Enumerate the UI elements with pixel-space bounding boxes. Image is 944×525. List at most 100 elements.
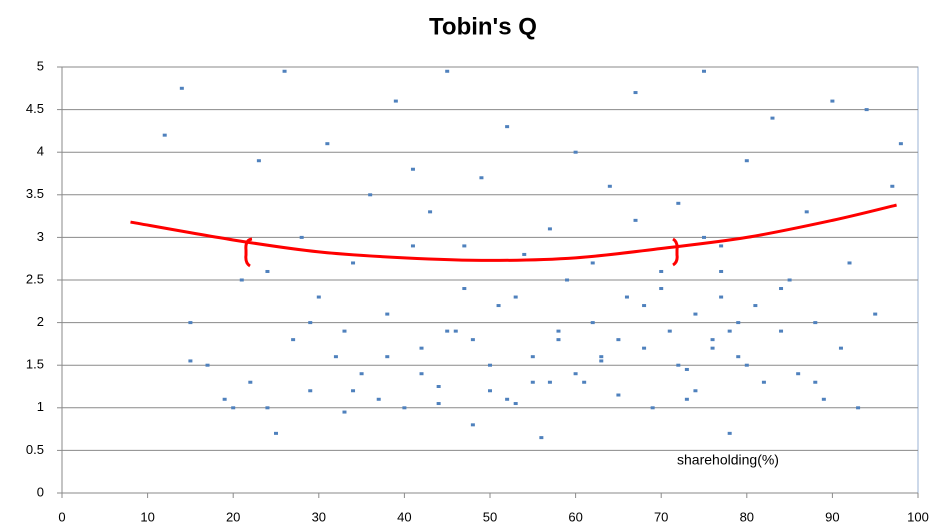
point [830, 99, 835, 103]
point [419, 346, 424, 350]
y-tick-label: 3 [37, 229, 44, 244]
point [702, 69, 706, 73]
point [873, 312, 878, 316]
point [813, 380, 818, 384]
point [539, 436, 544, 440]
point [684, 367, 689, 371]
point [659, 287, 664, 291]
point [470, 338, 475, 342]
point [179, 86, 184, 90]
point [410, 167, 415, 171]
point [385, 312, 390, 316]
point [436, 402, 441, 406]
point [804, 210, 809, 214]
point [513, 295, 518, 299]
x-tick-label: 10 [140, 509, 154, 524]
point [779, 329, 784, 333]
point [796, 372, 801, 376]
y-tick-label: 4.5 [26, 101, 44, 116]
x-tick-label: 90 [825, 509, 839, 524]
point [274, 431, 278, 435]
point [428, 210, 433, 214]
point [616, 393, 621, 397]
x-tick-label: 0 [58, 509, 65, 524]
x-tick-label: 80 [740, 509, 754, 524]
point [719, 295, 724, 299]
point [702, 235, 706, 239]
x-tick-label: 70 [654, 509, 668, 524]
point [496, 304, 501, 308]
point [659, 269, 664, 273]
point [445, 329, 450, 333]
point [719, 244, 724, 248]
point [710, 346, 715, 350]
chart-title: Tobin's Q [429, 13, 537, 40]
point [291, 338, 296, 342]
point [316, 295, 321, 299]
point [779, 287, 784, 291]
point [522, 252, 527, 256]
point [513, 402, 518, 406]
y-tick-label: 2 [37, 314, 44, 329]
point [590, 261, 595, 265]
point [188, 359, 193, 363]
point [505, 397, 510, 401]
point [410, 244, 415, 248]
point [505, 125, 510, 129]
point [308, 321, 313, 325]
point [488, 389, 492, 393]
point [761, 380, 766, 384]
point [676, 363, 681, 367]
point [333, 355, 338, 359]
point [188, 321, 193, 325]
point [282, 69, 287, 73]
point [248, 380, 253, 384]
point [488, 363, 492, 367]
point [667, 329, 672, 333]
point [642, 304, 647, 308]
point [308, 389, 313, 393]
point [385, 355, 390, 359]
point [753, 304, 758, 308]
point [624, 295, 629, 299]
bracket [244, 237, 253, 268]
point [582, 380, 587, 384]
point [650, 406, 655, 410]
point [376, 397, 381, 401]
point [573, 372, 578, 376]
point [470, 423, 475, 427]
point [162, 133, 167, 137]
point [590, 321, 595, 325]
point [402, 406, 407, 410]
point [368, 193, 373, 197]
bracket [672, 237, 679, 267]
y-tick-label: 0.5 [26, 442, 44, 457]
point [727, 329, 732, 333]
point [856, 406, 861, 410]
fit-curve [130, 203, 897, 262]
point [436, 385, 441, 388]
point [419, 372, 424, 376]
point [393, 99, 398, 103]
point [239, 278, 244, 282]
point [351, 389, 356, 393]
point [547, 380, 552, 384]
point [445, 69, 450, 73]
x-tick-label: 50 [483, 509, 497, 524]
point [351, 261, 356, 265]
y-tick-label: 2.5 [26, 271, 44, 286]
point [684, 397, 689, 401]
plot-area: 00.511.522.533.544.550 10 20 30 40 50 60 70 80 90… [26, 58, 929, 524]
point [744, 159, 749, 163]
point [607, 184, 612, 188]
point [342, 329, 347, 333]
point [736, 355, 741, 359]
point [342, 410, 347, 414]
point [633, 218, 638, 222]
point [616, 338, 621, 342]
point [599, 359, 604, 363]
x-tick-label: 20 [226, 509, 240, 524]
point [642, 346, 647, 350]
point [359, 372, 364, 376]
